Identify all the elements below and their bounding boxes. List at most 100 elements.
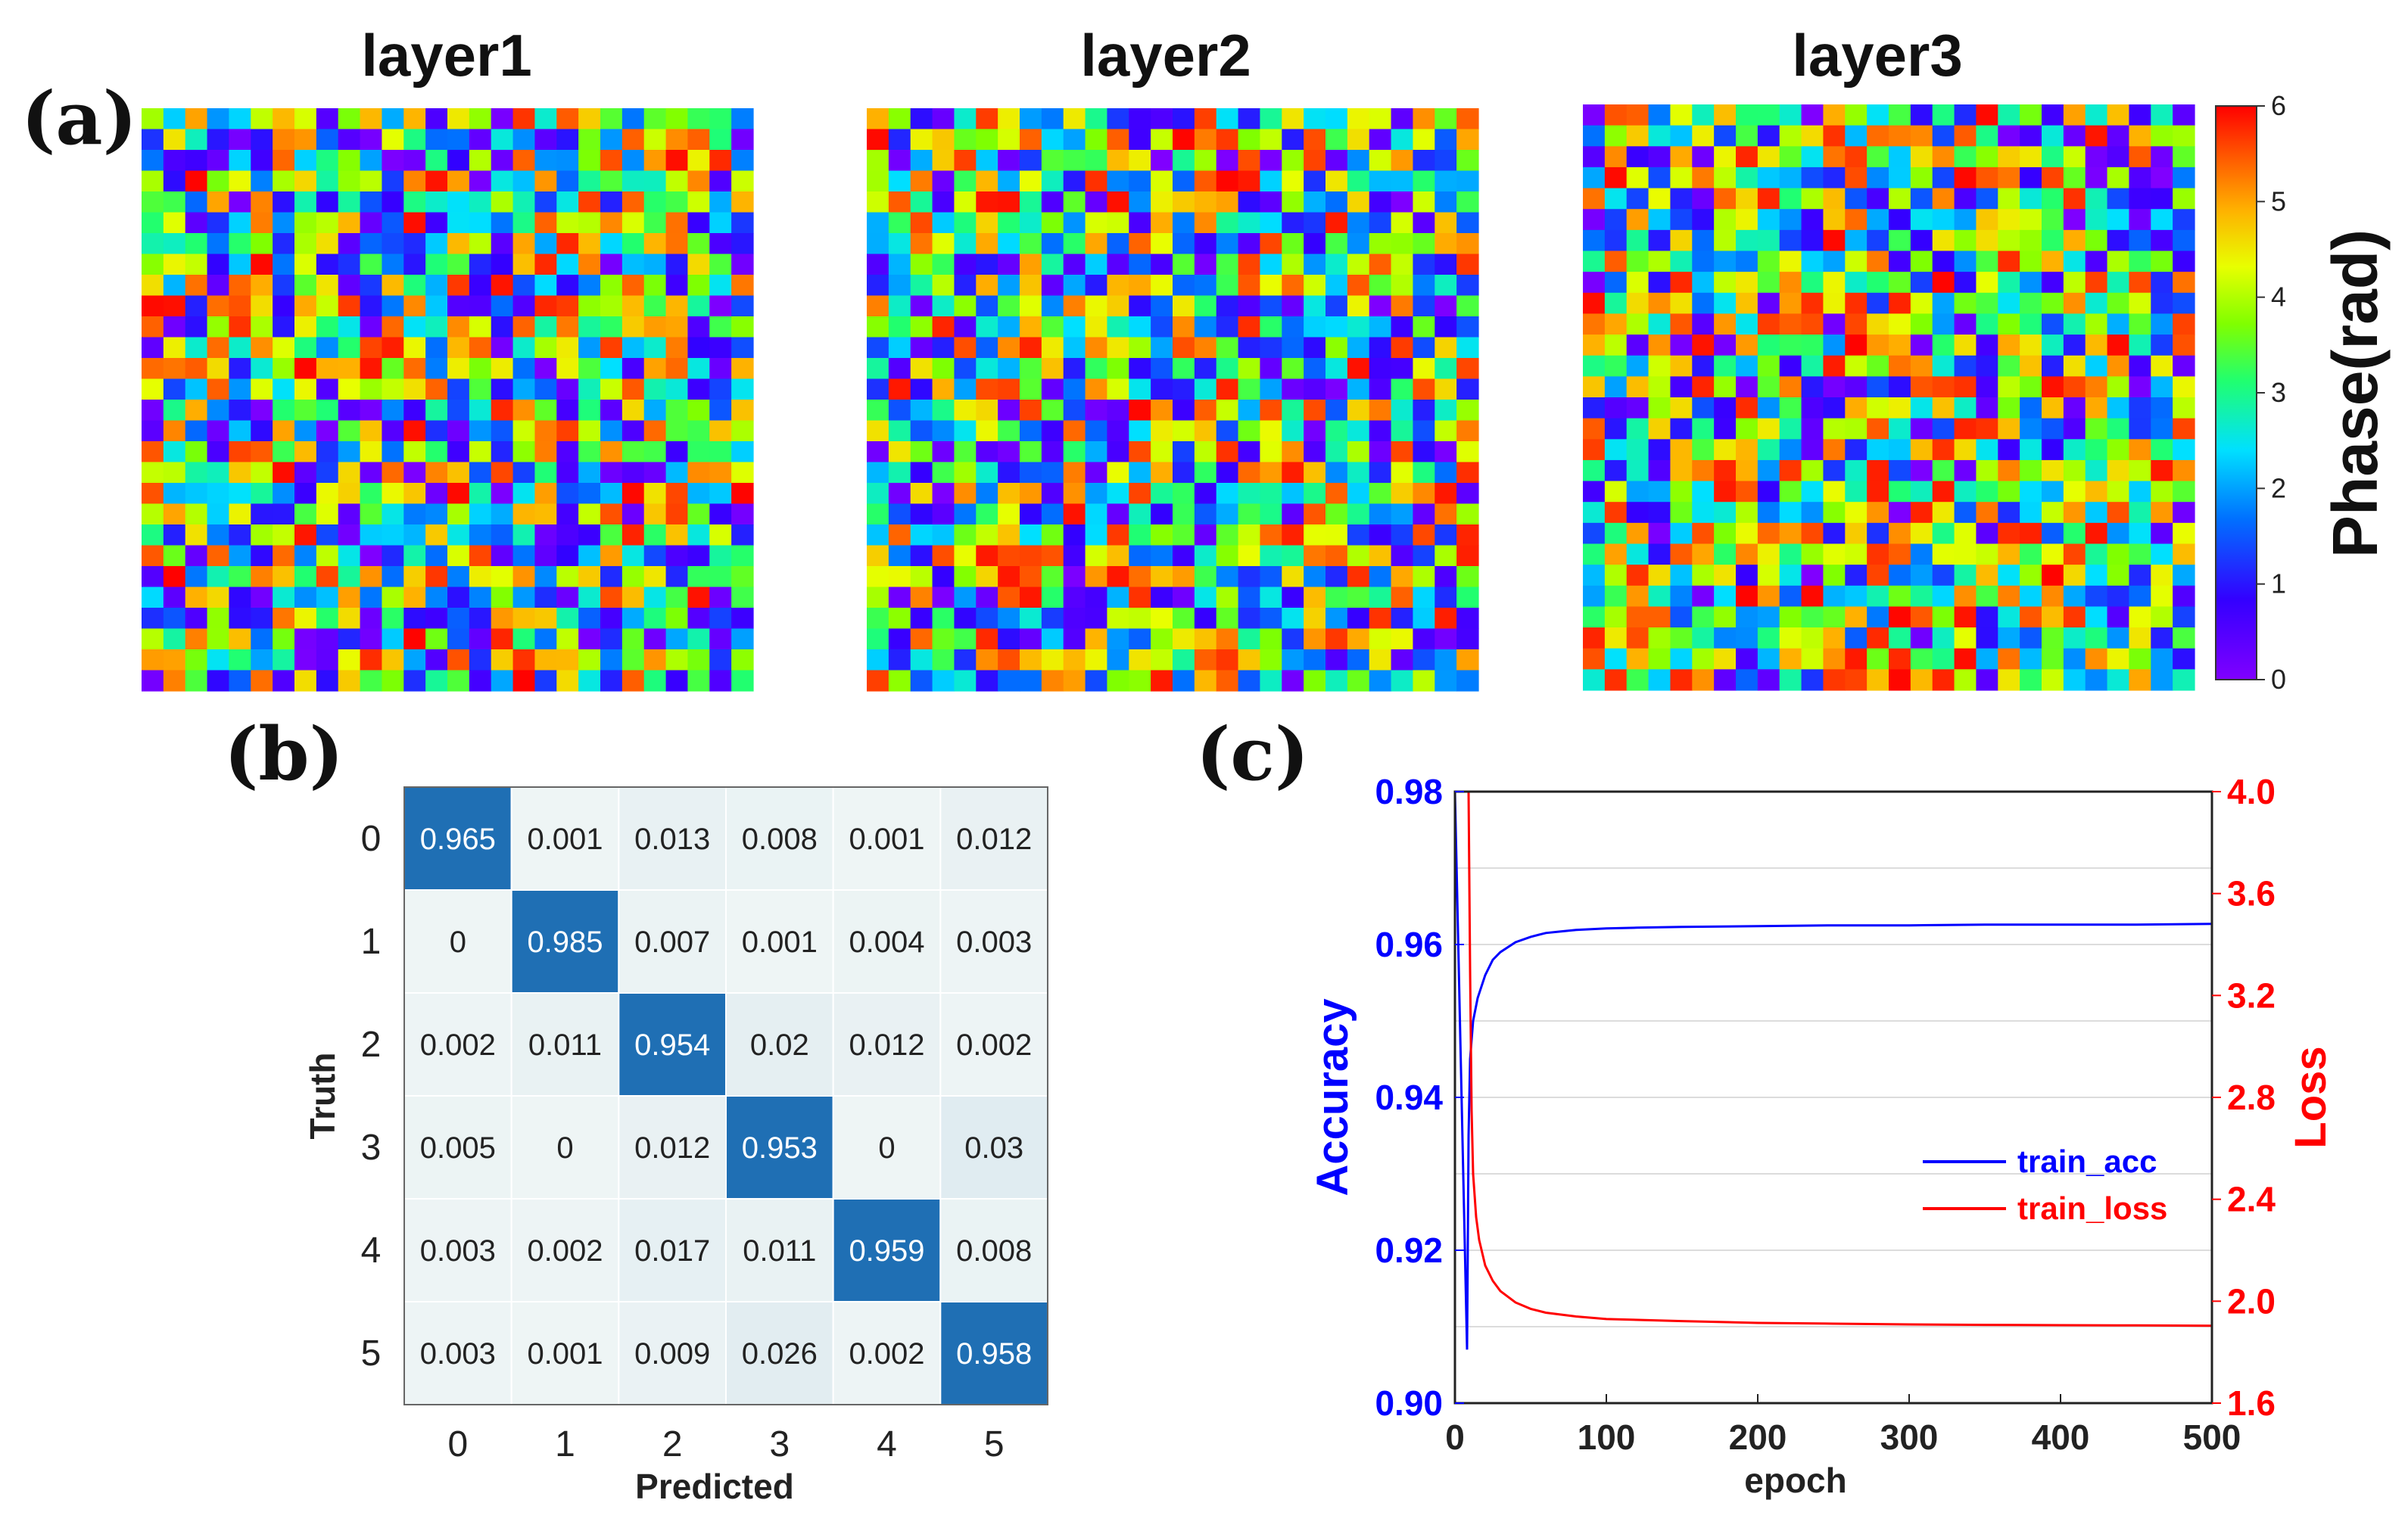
heatmap-cell — [2107, 313, 2130, 335]
confusion-cell — [725, 1095, 834, 1200]
heatmap-cell — [976, 233, 998, 255]
heatmap-cell — [643, 670, 667, 692]
heatmap-cell — [709, 378, 732, 400]
confusion-cell-value: 0.007 — [634, 926, 710, 959]
heatmap-cell — [338, 524, 361, 546]
heatmap-cell — [2129, 439, 2151, 461]
heatmap-cell — [1041, 441, 1064, 463]
heatmap-cell — [316, 129, 339, 151]
heatmap-cell — [1456, 462, 1479, 484]
heatmap-cell — [2129, 502, 2151, 524]
heatmap-cell — [910, 441, 933, 463]
heatmap-cell — [1823, 565, 1846, 587]
heatmap-cell — [1648, 313, 1671, 335]
heatmap-cell — [360, 649, 383, 671]
heatmap-cell — [185, 587, 208, 608]
heatmap-cell — [932, 233, 955, 255]
heatmap-cell — [1435, 587, 1457, 608]
heatmap-cell — [273, 150, 295, 172]
heatmap-cell — [1648, 104, 1671, 126]
heatmap-cell — [1910, 355, 1933, 377]
heatmap-cell — [1194, 150, 1217, 172]
heatmap-cell — [534, 608, 557, 630]
confusion-x-tick: 0 — [447, 1424, 468, 1464]
heatmap-cell — [1604, 229, 1628, 252]
heatmap-cell — [1173, 524, 1195, 546]
heatmap-cell — [600, 108, 623, 130]
heatmap-cell — [1757, 376, 1780, 398]
heatmap-cell — [1216, 608, 1239, 630]
heatmap-cell — [1910, 166, 1933, 189]
heatmap-cell — [2173, 355, 2195, 377]
heatmap-cell — [1194, 170, 1217, 192]
heatmap-cell — [976, 212, 998, 234]
heatmap-cell — [491, 628, 514, 650]
heatmap-cell — [1325, 462, 1348, 484]
heatmap-cell — [469, 275, 492, 297]
heatmap-cell — [1714, 627, 1737, 649]
heatmap-cell — [316, 233, 339, 255]
heatmap-cell — [1714, 292, 1737, 315]
heatmap-cell — [1757, 188, 1780, 210]
heatmap-cell — [294, 233, 317, 255]
heatmap-cell — [1670, 648, 1693, 670]
heatmap-cell — [910, 170, 933, 192]
heatmap-cell — [1889, 355, 1911, 377]
heatmap-cell — [2063, 397, 2086, 419]
heatmap-cell — [163, 233, 186, 255]
heatmap-cell — [2129, 188, 2151, 210]
heatmap-cell — [382, 212, 404, 234]
heatmap-cell — [1626, 397, 1649, 419]
heatmap-cell — [491, 337, 514, 359]
heatmap-cell — [512, 358, 536, 380]
heatmap-cell — [1194, 608, 1217, 630]
heatmap-cell — [600, 524, 623, 546]
x-tick-label: 300 — [1880, 1418, 1939, 1457]
heatmap-cell — [1282, 316, 1304, 338]
heatmap-cell — [338, 441, 361, 463]
heatmap-cell — [1456, 420, 1479, 442]
heatmap-cell — [1670, 502, 1693, 524]
heatmap-cell — [403, 170, 426, 192]
y-left-tick-label: 0.96 — [1375, 925, 1443, 964]
heatmap-cell — [1845, 459, 1868, 482]
heatmap-cell — [643, 587, 667, 608]
heatmap-cell — [976, 566, 998, 588]
heatmap-cell — [1435, 524, 1457, 546]
heatmap-cell — [1801, 585, 1824, 608]
heatmap-cell — [1604, 188, 1628, 210]
heatmap-cell — [1369, 378, 1392, 400]
heatmap-cell — [2107, 146, 2130, 168]
heatmap-cell — [1670, 355, 1693, 377]
heatmap-cell — [888, 316, 911, 338]
heatmap-cell — [469, 524, 492, 546]
heatmap-cell — [1932, 627, 1955, 649]
heatmap-cell — [1435, 212, 1457, 234]
heatmap-cell — [2107, 125, 2130, 147]
heatmap-cell — [2063, 565, 2086, 587]
heatmap-cell — [2063, 459, 2086, 482]
heatmap-cell — [1604, 335, 1628, 356]
heatmap-cell — [1583, 648, 1606, 670]
heatmap-cell — [1823, 502, 1846, 524]
heatmap-cell — [643, 649, 667, 671]
heatmap-cell — [251, 670, 273, 692]
heatmap-cell — [163, 191, 186, 213]
heatmap-cell — [1867, 104, 1889, 126]
heatmap-cell — [142, 378, 164, 400]
heatmap-cell — [273, 212, 295, 234]
heatmap-cell — [1801, 125, 1824, 147]
heatmap-cell — [360, 254, 383, 275]
heatmap-cell — [1304, 608, 1326, 630]
heatmap-cell — [273, 400, 295, 422]
heatmap-cell — [2020, 669, 2042, 691]
heatmap-cell — [1216, 170, 1239, 192]
heatmap-cell — [1151, 358, 1173, 380]
heatmap-cell — [1282, 212, 1304, 234]
heatmap-cell — [643, 566, 667, 588]
heatmap-cell — [1801, 627, 1824, 649]
heatmap-cell — [1845, 481, 1868, 503]
heatmap-cell — [2151, 292, 2173, 315]
heatmap-cell — [1692, 418, 1715, 440]
